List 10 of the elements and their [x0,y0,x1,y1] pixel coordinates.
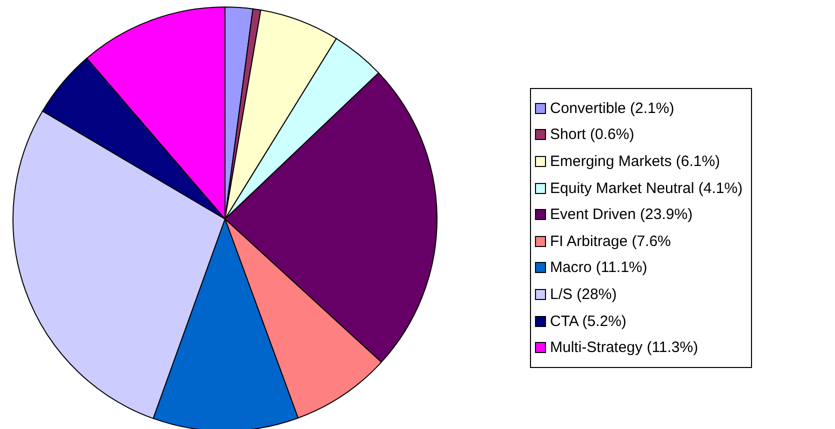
legend-label: Equity Market Neutral (4.1%) [550,180,743,197]
legend-label: L/S (28%) [550,286,617,303]
legend-label: Event Driven (23.9%) [550,206,693,224]
legend-label: FI Arbitrage (7.6% [550,232,671,250]
legend-label: CTA (5.2%) [550,312,626,330]
legend-label: Macro (11.1%) [550,259,648,276]
legend-label: Multi-Strategy (11.3%) [550,339,698,356]
legend-label: Convertible (2.1%) [550,100,674,117]
legend-label: Short (0.6%) [550,126,634,144]
legend-label: Emerging Markets (6.1%) [550,152,720,170]
